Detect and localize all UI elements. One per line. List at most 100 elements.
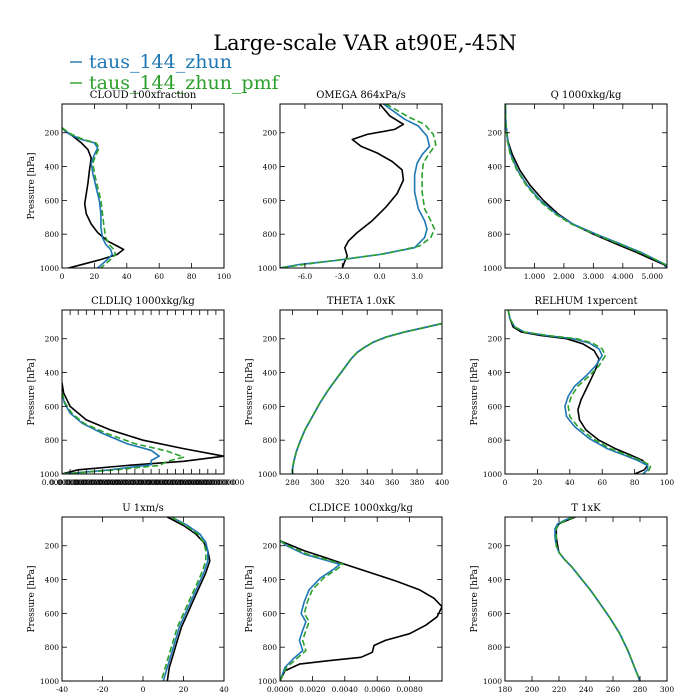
- x-tick-label: 0: [60, 272, 65, 281]
- x-tick-label: 0.0000000: [188, 478, 229, 487]
- x-tick-label: 80: [630, 478, 640, 487]
- y-tick-label: 400: [45, 163, 60, 172]
- series-line: [162, 517, 209, 681]
- axis-frame: [279, 103, 443, 269]
- axis-frame: [279, 516, 443, 682]
- x-tick-label: 0.0000000: [115, 478, 156, 487]
- x-tick-label: 240: [579, 685, 594, 694]
- series-group: [62, 382, 224, 474]
- y-tick-label: 600: [263, 196, 278, 205]
- series-line: [62, 127, 125, 268]
- series-line: [291, 322, 442, 474]
- y-tick-label: 600: [45, 196, 60, 205]
- x-tick-label: 3.000: [583, 272, 605, 281]
- x-tick-label: 0: [141, 685, 146, 694]
- x-tick-label: 3.0: [411, 272, 423, 281]
- series-line: [507, 310, 652, 474]
- axis-frame: [61, 103, 225, 269]
- x-tick-label: 400: [435, 478, 450, 487]
- x-tick-label: 0.0000000: [66, 478, 107, 487]
- x-tick-label: 200: [525, 685, 540, 694]
- panel-title: RELHUM 1xpercent: [534, 296, 637, 307]
- y-tick-label: 400: [263, 163, 278, 172]
- y-tick-label: 600: [488, 609, 503, 618]
- y-tick-label: 200: [45, 335, 60, 344]
- axis-frame: [61, 309, 225, 475]
- x-tick-label: 260: [606, 685, 621, 694]
- series-line: [554, 517, 641, 681]
- x-tick-label: 0.0000000: [139, 478, 180, 487]
- legend-label: taus_144_zhun_pmf: [89, 72, 281, 94]
- y-tick-label: 1000: [258, 677, 277, 686]
- y-tick-label: 200: [263, 129, 278, 138]
- y-tick-label: 800: [45, 436, 60, 445]
- axis-frame: [504, 309, 668, 475]
- chart-panel: Q 1000xkg/kg 200 400 600 800 1000 1.000 2.000 3.…: [483, 90, 668, 281]
- y-axis-label: Pressure [hPa]: [470, 358, 480, 425]
- x-tick-label: 0.0020: [299, 685, 325, 694]
- chart-panel: THETA 1.0xK 200 400 600 800 1000 280 300 320 340 3…: [245, 296, 449, 487]
- x-tick-label: 20: [90, 272, 100, 281]
- panel-title: U 1xm/s: [122, 503, 164, 514]
- y-axis-label: Pressure [hPa]: [27, 565, 37, 632]
- y-tick-label: 800: [488, 436, 503, 445]
- panel-title: T 1xK: [571, 503, 601, 514]
- y-tick-label: 400: [488, 369, 503, 378]
- y-tick-label: 200: [488, 542, 503, 551]
- y-tick-label: 800: [45, 643, 60, 652]
- y-tick-label: 800: [45, 230, 60, 239]
- y-tick-label: 400: [488, 163, 503, 172]
- x-tick-label: 300: [310, 478, 325, 487]
- series-line: [505, 104, 667, 268]
- legend-entry: taus_144_zhun_pmf: [70, 72, 281, 94]
- axis-frame: [61, 516, 225, 682]
- series-line: [62, 382, 224, 474]
- panel-title: CLOUD 100xfraction: [90, 90, 197, 101]
- x-tick-label: 0.0060: [364, 685, 390, 694]
- series-line: [160, 517, 207, 681]
- y-tick-label: 1000: [40, 264, 59, 273]
- x-tick-label: 60: [154, 272, 164, 281]
- x-tick-label: 0: [503, 478, 508, 487]
- x-tick-label: -6.0: [298, 272, 313, 281]
- x-tick-label: 180: [498, 685, 513, 694]
- series-line: [505, 104, 667, 268]
- x-tick-label: 0.0080: [396, 685, 422, 694]
- y-tick-label: 200: [45, 129, 60, 138]
- y-tick-label: 600: [263, 402, 278, 411]
- x-tick-label: 20: [179, 685, 189, 694]
- y-tick-label: 1000: [258, 470, 277, 479]
- y-tick-label: 1000: [40, 677, 59, 686]
- series-group: [507, 310, 652, 474]
- x-tick-label: 0.0000000: [204, 478, 245, 487]
- x-tick-label: 0.0000: [267, 685, 293, 694]
- series-group: [62, 127, 125, 268]
- y-axis-label: Pressure [hPa]: [27, 152, 37, 219]
- series-group: [505, 104, 667, 268]
- x-tick-label: -3.0: [335, 272, 350, 281]
- x-tick-label: -40: [56, 685, 68, 694]
- y-axis-label: Pressure [hPa]: [470, 565, 480, 632]
- axis-frame: [504, 516, 668, 682]
- series-group: [280, 539, 442, 681]
- y-tick-label: 1000: [483, 470, 502, 479]
- y-tick-label: 200: [263, 542, 278, 551]
- y-tick-label: 200: [488, 335, 503, 344]
- x-tick-label: 1.000: [524, 272, 546, 281]
- y-tick-label: 1000: [258, 264, 277, 273]
- y-tick-label: 600: [488, 402, 503, 411]
- x-tick-label: 0.0000000: [196, 478, 237, 487]
- series-line: [291, 322, 442, 474]
- panel-title: THETA 1.0xK: [327, 296, 396, 307]
- series-line: [341, 104, 405, 268]
- axis-frame: [279, 309, 443, 475]
- x-tick-label: 0.0000000: [74, 478, 115, 487]
- axis-frame: [504, 103, 668, 269]
- series-line: [555, 517, 641, 681]
- panel-title: CLDLIQ 1000xkg/kg: [91, 296, 195, 307]
- x-tick-label: 0.0000000: [155, 478, 196, 487]
- y-axis-label: Pressure [hPa]: [245, 565, 255, 632]
- series-line: [280, 540, 341, 681]
